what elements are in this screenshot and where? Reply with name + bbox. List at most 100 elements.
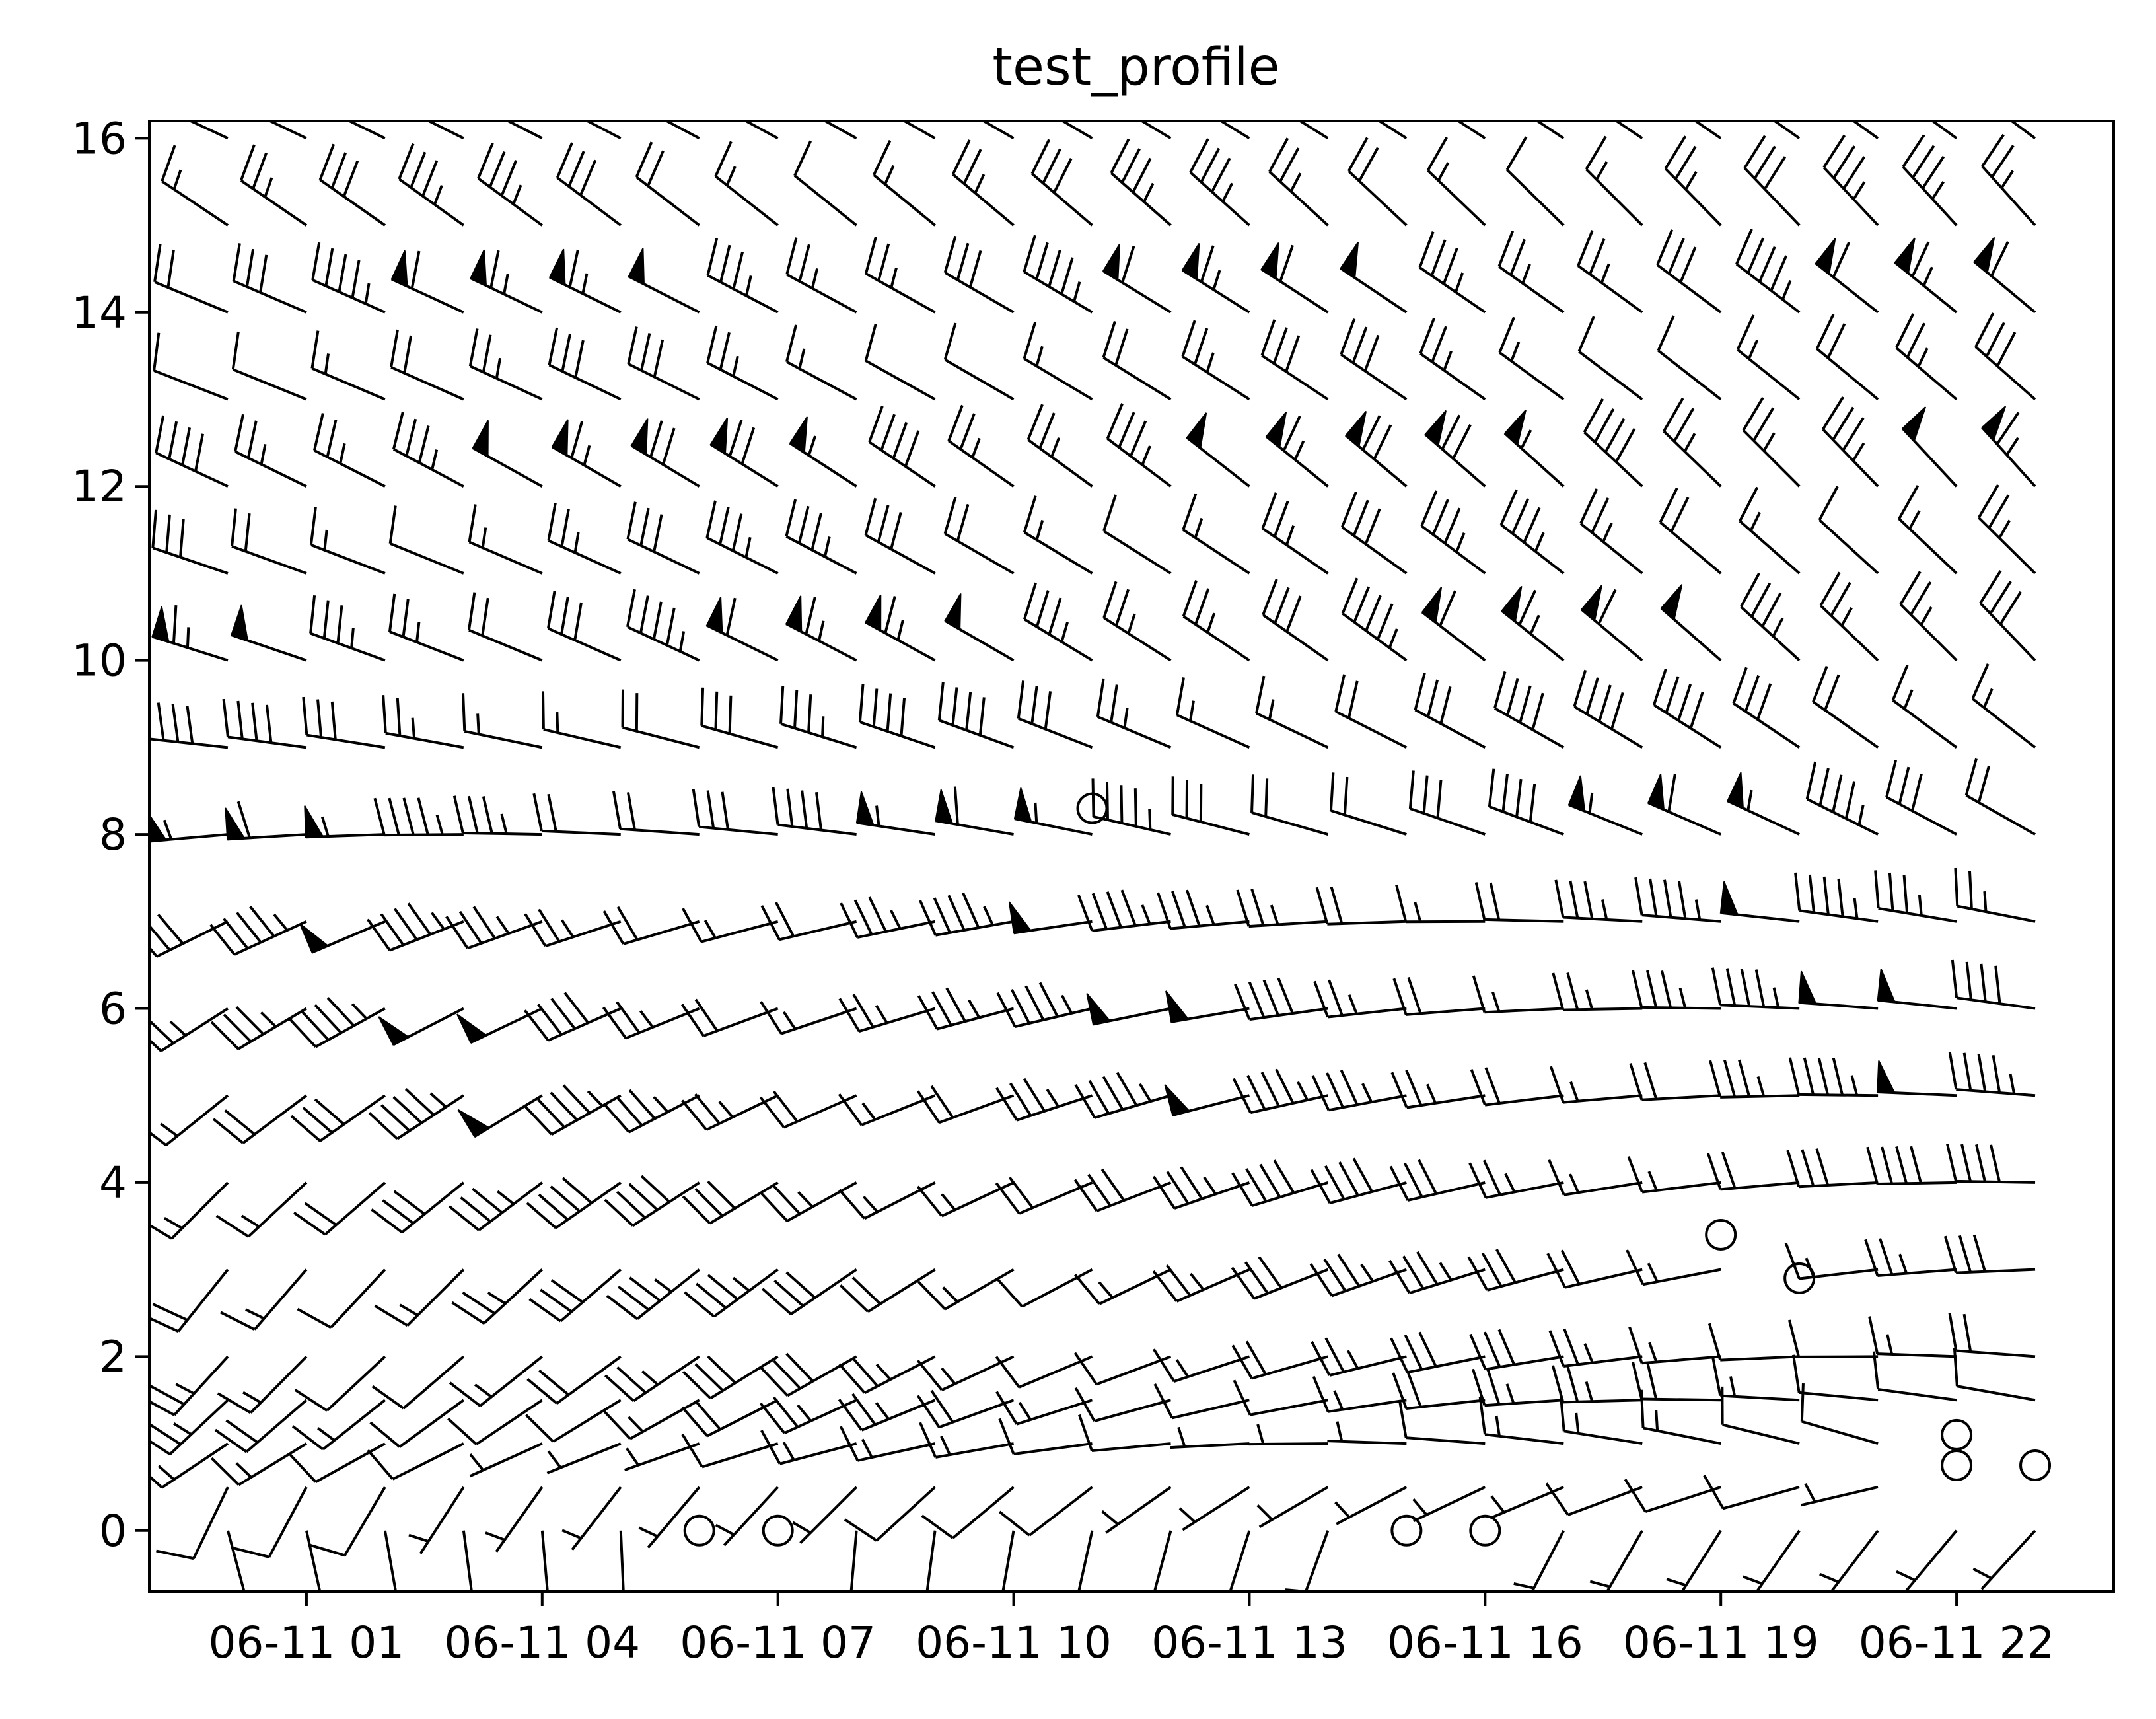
wind-barb	[1794, 872, 1879, 923]
wind-barb	[1474, 882, 1564, 923]
wind-barb	[388, 505, 464, 575]
wind-barb	[313, 413, 386, 488]
wind-barb	[231, 604, 307, 662]
y-tick-label: 0	[99, 1506, 127, 1556]
wind-barb	[1973, 237, 2036, 314]
wind-barb	[612, 791, 700, 836]
wind-barb	[1255, 675, 1329, 749]
wind-barb	[760, 1352, 857, 1397]
wind-barb	[472, 420, 543, 488]
wind-barb	[1788, 1057, 1879, 1097]
wind-barb	[1505, 136, 1565, 227]
wind-barb	[445, 906, 543, 950]
wind-barb	[425, 121, 464, 140]
wind-barb	[1106, 403, 1172, 488]
wind-barb	[293, 1181, 386, 1236]
x-tick-label: 06-11 04	[444, 1617, 640, 1668]
wind-barb	[2009, 121, 2036, 139]
wind-barb	[1742, 396, 1801, 488]
wind-barb	[1743, 1529, 1801, 1591]
wind-barb	[1499, 489, 1565, 575]
wind-barb	[1488, 768, 1564, 836]
wind-barb	[1074, 1072, 1172, 1119]
wind-barb	[1313, 979, 1407, 1019]
wind-barb	[680, 998, 779, 1037]
wind-barb	[1822, 396, 1879, 488]
wind-barb	[222, 698, 307, 749]
wind-barb	[1666, 1529, 1722, 1591]
plot-frame	[148, 120, 2115, 1593]
wind-barb	[1309, 1253, 1408, 1298]
wind-barb	[149, 1399, 229, 1455]
wind-barb	[1743, 135, 1801, 227]
wind-barb	[621, 689, 700, 749]
wind-barb	[1663, 397, 1722, 488]
wind-barb	[1426, 136, 1486, 227]
wind-barb	[838, 1181, 936, 1220]
wind-barb	[1693, 121, 1722, 139]
calm-marker	[1783, 1262, 1816, 1294]
wind-barb	[1954, 867, 2036, 923]
wind-barb	[1421, 587, 1486, 662]
wind-barb	[1632, 1361, 1721, 1402]
wind-barb	[762, 1268, 857, 1315]
wind-barb	[1819, 1529, 1879, 1591]
wind-barb	[1153, 1530, 1172, 1591]
wind-barb	[760, 1000, 857, 1035]
wind-barb	[840, 896, 936, 939]
wind-barb	[919, 892, 1014, 937]
wind-barb	[149, 1094, 229, 1146]
wind-barb	[1157, 889, 1250, 930]
wind-barb	[532, 793, 621, 836]
y-tick-label: 8	[99, 809, 127, 860]
wind-barb	[392, 412, 464, 488]
wind-barb	[1218, 121, 1250, 140]
wind-barb	[1895, 312, 1958, 401]
wind-barb	[1739, 572, 1801, 662]
wind-barb	[602, 906, 700, 945]
wind-barb	[1719, 881, 1800, 923]
wind-barb	[1181, 320, 1250, 401]
wind-barb	[1232, 1068, 1328, 1115]
x-tick-label: 06-11 16	[1387, 1617, 1583, 1668]
wind-barb	[1868, 1316, 1957, 1358]
wind-barb	[624, 1442, 700, 1472]
wind-barb	[1974, 312, 2036, 400]
wind-barb	[161, 145, 229, 227]
wind-barb	[638, 1486, 701, 1549]
wind-barb	[1152, 1348, 1250, 1383]
wind-barb	[1784, 1242, 1879, 1280]
wind-barb	[378, 1007, 464, 1046]
wind-barb	[1152, 1166, 1250, 1210]
wind-barb	[383, 1530, 398, 1591]
wind-barb	[627, 326, 700, 401]
wind-barb	[1248, 1424, 1328, 1446]
wind-barb	[606, 1268, 700, 1320]
wind-barb	[1265, 412, 1329, 488]
wind-barb	[467, 592, 543, 662]
wind-barb	[1864, 1237, 1957, 1278]
wind-barb	[1340, 491, 1408, 575]
wind-barb	[1589, 1529, 1643, 1591]
wind-barb	[937, 682, 1015, 749]
wind-barb	[1972, 1529, 2036, 1590]
y-tick-label: 12	[71, 461, 127, 512]
wind-barb	[1577, 229, 1643, 314]
wind-barb	[215, 1181, 308, 1238]
wind-barb	[267, 121, 307, 140]
wind-barb	[1721, 1386, 1800, 1445]
wind-barb	[700, 687, 779, 749]
wind-barb	[1420, 490, 1486, 575]
wind-barb	[308, 1486, 386, 1557]
wind-barb	[1930, 121, 1958, 139]
wind-barb	[1026, 404, 1093, 488]
wind-barb	[1580, 585, 1643, 662]
wind-barb	[447, 1399, 543, 1445]
wind-barb	[1631, 970, 1721, 1010]
wind-barb	[785, 595, 857, 662]
wind-barb	[1074, 1387, 1172, 1422]
wind-barb	[1077, 889, 1171, 932]
wind-barb	[373, 797, 464, 837]
wind-barb	[785, 499, 857, 575]
wind-barb	[1181, 242, 1250, 314]
